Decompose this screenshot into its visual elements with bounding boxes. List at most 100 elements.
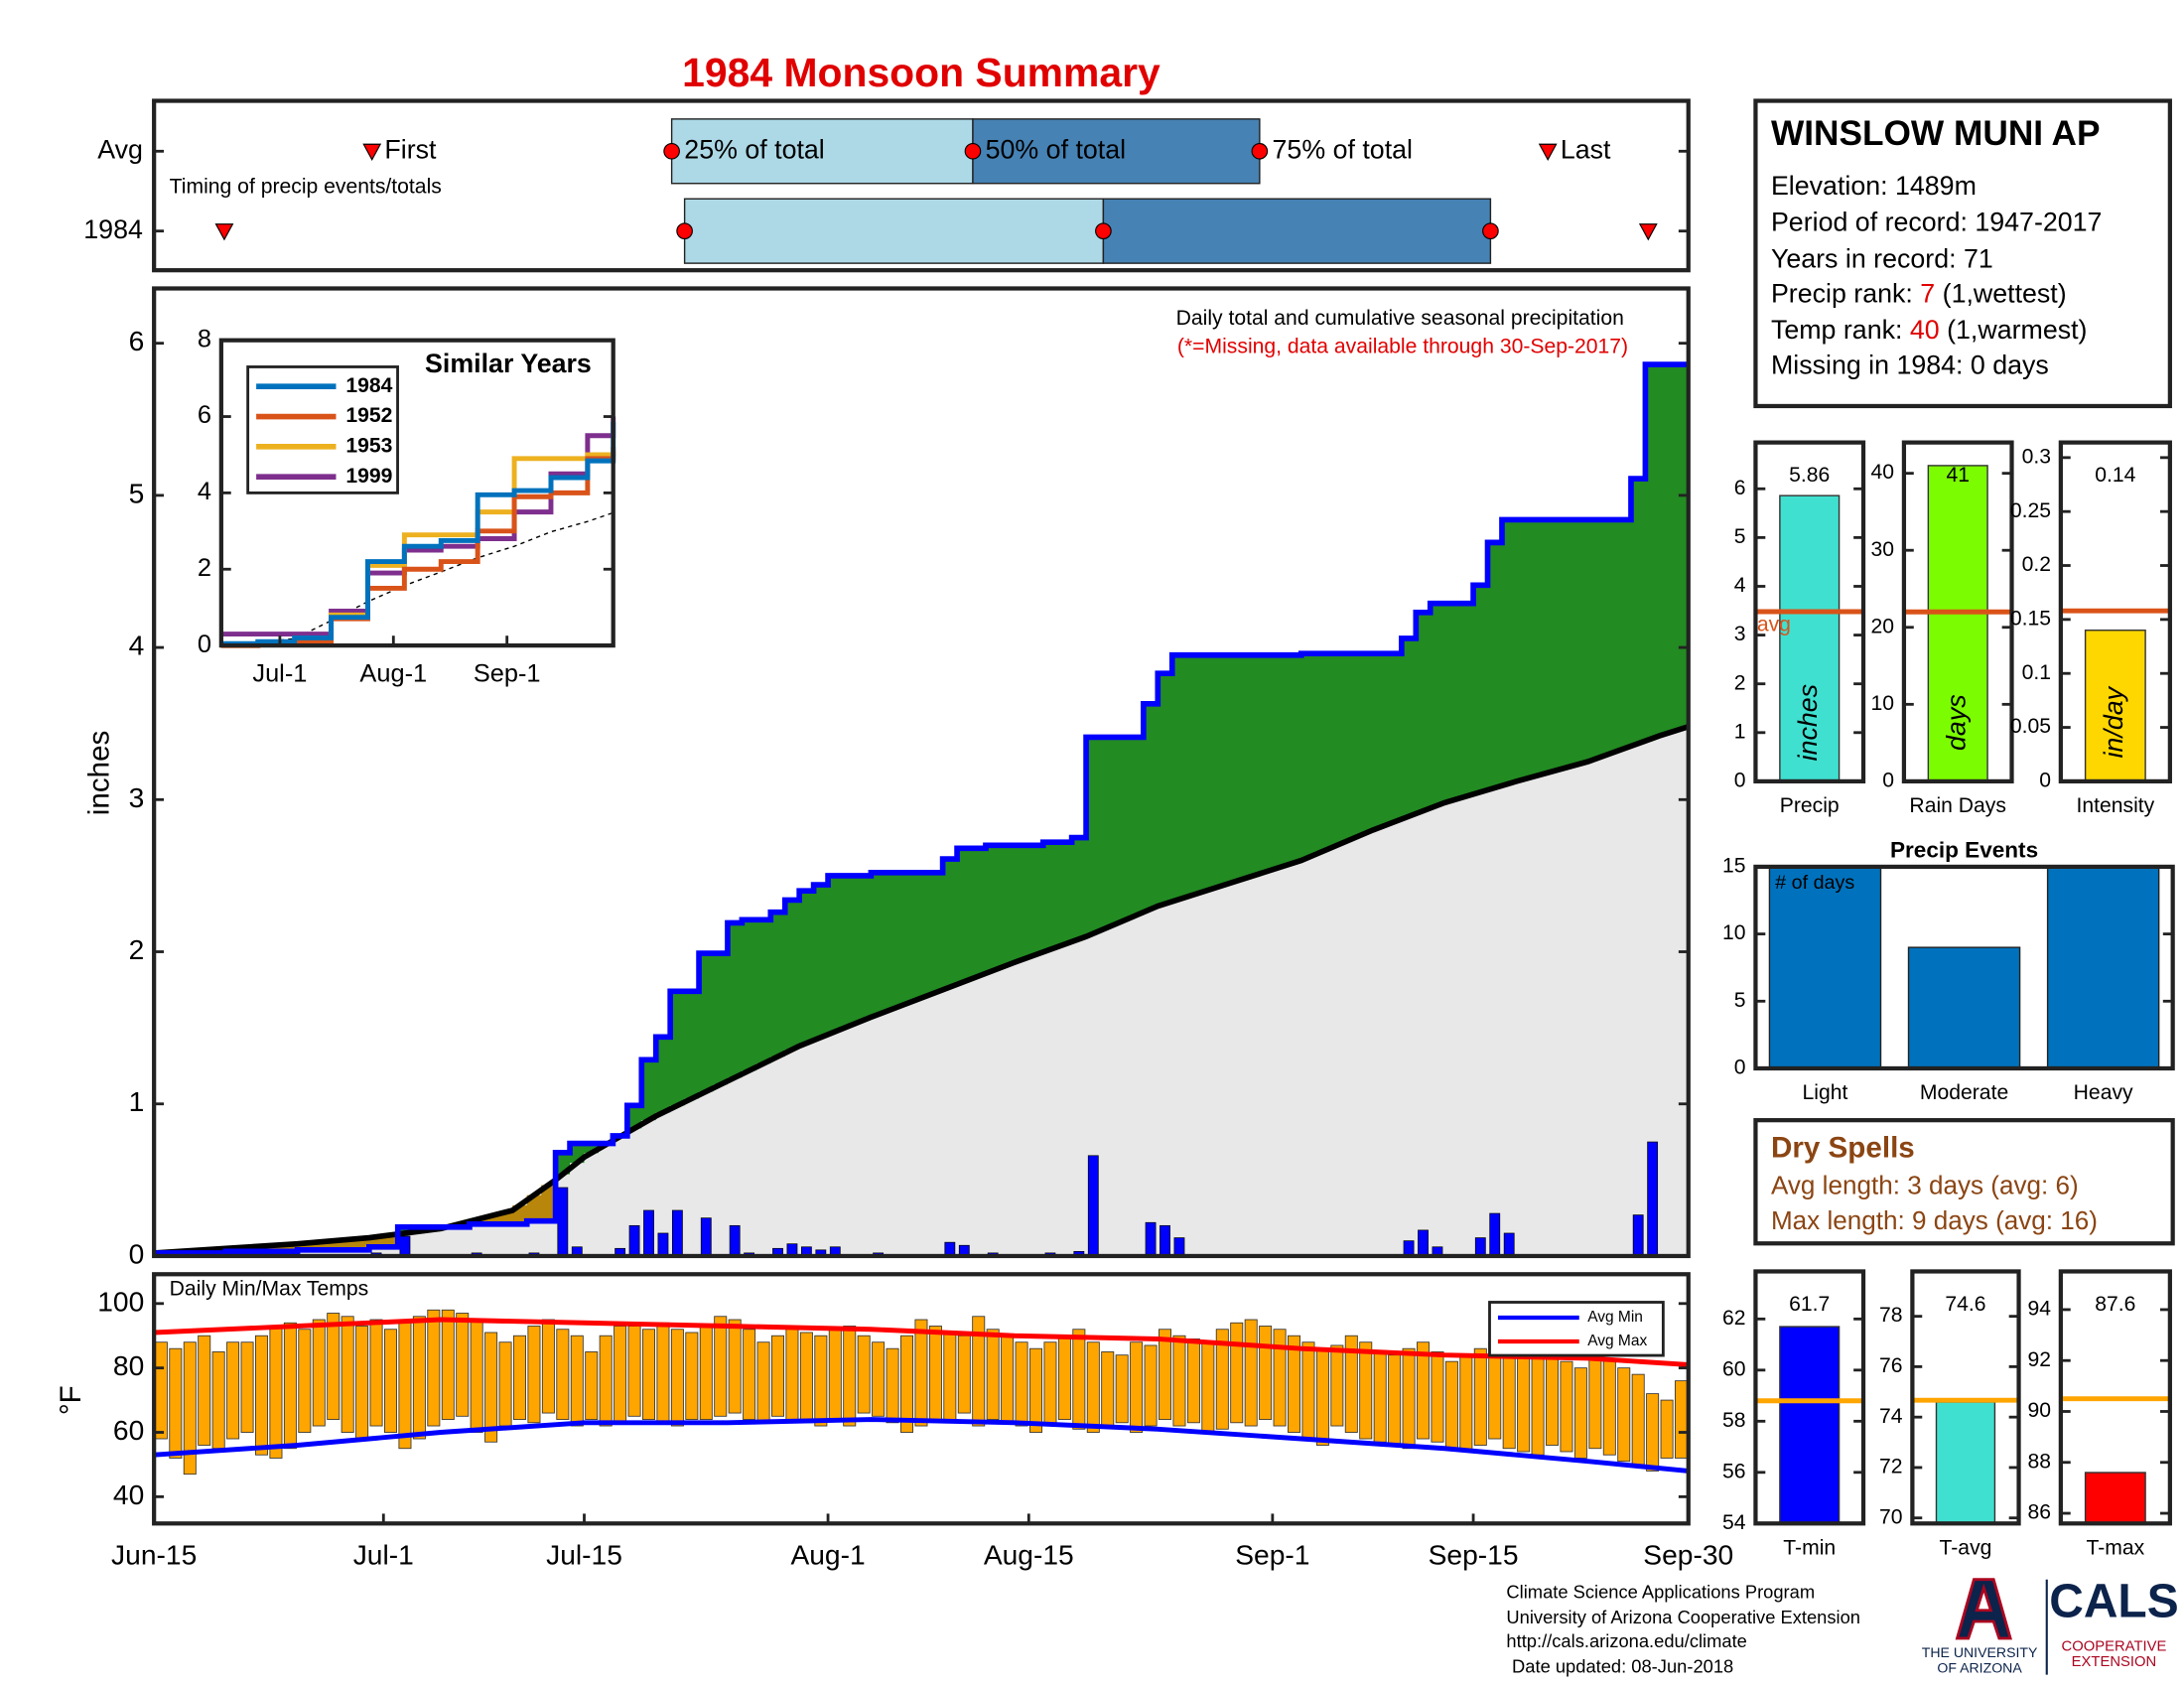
y-tick-label: 78	[1879, 1304, 1903, 1327]
temp-range-bar	[670, 1329, 684, 1427]
x-axis-label: T-min	[1783, 1536, 1836, 1559]
temp-range-bar	[756, 1341, 770, 1424]
x-axis-label: Intensity	[2076, 794, 2154, 817]
y-tick-label: 90	[2027, 1399, 2051, 1422]
x-tick-label: Jun-15	[111, 1539, 197, 1571]
y-tick-label: 6	[129, 325, 145, 356]
temp-range-bar	[541, 1319, 555, 1414]
dry-spells-avg: Avg length: 3 days (avg: 6)	[1771, 1171, 2079, 1200]
unit-label: inches	[1793, 684, 1823, 761]
main-frame	[152, 286, 1691, 1259]
cals-logo: CALS	[2049, 1576, 2179, 1628]
temp-range-bar	[456, 1313, 470, 1417]
temp-range-bar	[1546, 1357, 1560, 1446]
timing-box	[972, 118, 1261, 185]
temp-range-bar	[1388, 1354, 1402, 1446]
temp-range-bar	[1144, 1344, 1158, 1427]
footer-line: University of Arizona Cooperative Extens…	[1506, 1607, 1860, 1627]
legend-box	[1488, 1301, 1665, 1357]
dry-spells-title: Dry Spells	[1771, 1132, 1915, 1165]
temp-range-bar	[441, 1309, 455, 1420]
temp-range-bar	[327, 1313, 341, 1420]
value-label: 41	[1946, 464, 1970, 487]
legend-label: Avg Min	[1587, 1309, 1643, 1326]
y-tick-label: 3	[129, 781, 145, 813]
daily-precip-bar	[557, 1187, 569, 1257]
daily-precip-bar	[1474, 1237, 1486, 1257]
cumulative-1984-line	[154, 361, 1689, 1256]
extension-text: EXTENSION	[2072, 1654, 2157, 1670]
daily-precip-bar	[1632, 1214, 1644, 1257]
temp-range-bar	[957, 1335, 971, 1414]
temp-range-bar	[283, 1322, 297, 1450]
temp-range-bar	[1201, 1341, 1215, 1433]
timing-label: 25% of total	[684, 134, 824, 164]
daily-precip-bar	[1418, 1229, 1429, 1257]
temp-range-bar	[1159, 1329, 1172, 1420]
row-label: Avg	[97, 134, 143, 164]
temp-range-bar	[1115, 1354, 1129, 1424]
temp-range-bar	[1130, 1341, 1144, 1433]
y-tick-label: 0	[1734, 769, 1746, 791]
daily-precip-bar	[729, 1224, 741, 1257]
timing-triangle	[362, 143, 382, 161]
temp-range-bar	[1373, 1351, 1387, 1443]
temp-range-bar	[785, 1326, 799, 1420]
x-axis-label: T-max	[2086, 1536, 2144, 1559]
y-tick-label: 62	[1722, 1307, 1746, 1330]
temp-range-bar	[1660, 1399, 1674, 1459]
temp-range-bar	[972, 1316, 986, 1427]
note: Daily total and cumulative seasonal prec…	[1176, 307, 1624, 330]
temp-range-bar	[226, 1341, 240, 1440]
temp-range-bar	[269, 1326, 283, 1459]
y-tick-label: 20	[1871, 615, 1895, 637]
y-tick-label: 92	[2027, 1348, 2051, 1371]
value-label: 5.86	[1789, 464, 1830, 487]
temp-range-bar	[1631, 1373, 1645, 1466]
y-tick-label: 3	[1734, 623, 1746, 645]
x-axis-label: T-avg	[1940, 1536, 1992, 1559]
temp-range-bar	[384, 1329, 397, 1433]
y-tick-label: 88	[2027, 1450, 2051, 1473]
temp-range-bar	[799, 1332, 813, 1424]
avg-temp-line	[154, 1317, 1689, 1367]
station-years: Years in record: 71	[1771, 243, 1993, 273]
temp-range-bar	[1259, 1326, 1273, 1420]
x-tick-label: Jul-1	[252, 659, 307, 687]
timing-marker	[1251, 142, 1269, 160]
dry-spells-box	[1753, 1118, 2175, 1246]
timing-marker	[1482, 222, 1499, 240]
y-tick-label: 5	[1734, 525, 1746, 548]
temp-range-bar	[599, 1335, 613, 1427]
temp-rank-label: Temp rank:	[1771, 315, 1902, 345]
missing-note: (*=Missing, data available through 30-Se…	[1177, 335, 1628, 357]
y-tick-label: 40	[1871, 461, 1895, 484]
summary-frame	[1753, 1269, 1866, 1526]
summary-bar	[1779, 1326, 1841, 1525]
temp-range-bar	[743, 1329, 756, 1420]
y-tick-label: 5	[1734, 989, 1746, 1012]
daily-precip-bar	[643, 1209, 654, 1257]
timing-marker	[1095, 222, 1112, 240]
temp-range-bar	[198, 1335, 211, 1446]
summary-frame	[1901, 440, 2014, 784]
similar-year-line	[220, 421, 616, 646]
daily-precip-bar	[671, 1209, 683, 1257]
y-tick-label: 0	[129, 1237, 145, 1269]
value-label: 61.7	[1789, 1293, 1830, 1316]
daily-precip-bar	[1160, 1224, 1170, 1257]
temp-range-bar	[814, 1335, 828, 1427]
temp-range-bar	[685, 1332, 699, 1420]
temp-range-bar	[642, 1329, 655, 1420]
temp-range-bar	[1573, 1367, 1587, 1459]
temp-range-bar	[412, 1316, 426, 1440]
x-axis-label: Precip	[1780, 794, 1840, 817]
temp-range-bar	[699, 1326, 713, 1420]
ua-logo	[1955, 1578, 2012, 1640]
temp-range-bar	[1359, 1341, 1373, 1440]
temp-range-bar	[728, 1319, 742, 1414]
temp-range-bar	[585, 1351, 599, 1420]
temp-range-bar	[1001, 1335, 1015, 1424]
